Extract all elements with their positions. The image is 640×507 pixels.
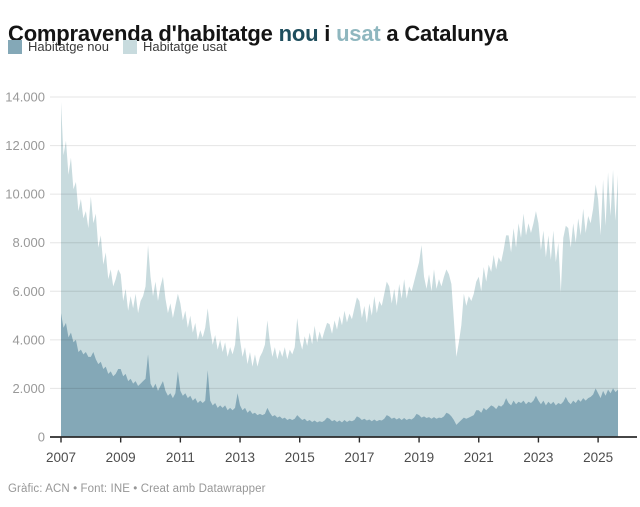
title-part: i [318,20,337,46]
x-axis-label: 2025 [583,450,613,465]
legend-label-nou: Habitatge nou [28,39,109,54]
legend: Habitatge nou Habitatge usat [8,39,227,54]
y-axis-label: 14.000 [5,90,45,105]
y-axis-label: 4.000 [12,332,45,347]
x-axis-label: 2007 [46,450,76,465]
x-axis-label: 2021 [464,450,494,465]
x-axis-label: 2019 [404,450,434,465]
y-axis-label: 10.000 [5,187,45,202]
legend-swatch-nou-icon [8,39,22,54]
y-axis-label: 2.000 [12,381,45,396]
legend-item-usat: Habitatge usat [122,39,227,54]
y-axis-label: 8.000 [12,235,45,250]
x-axis-label: 2017 [344,450,374,465]
legend-label-usat: Habitatge usat [142,39,227,54]
x-axis-label: 2015 [285,450,315,465]
title-part-nou: nou [278,20,319,46]
y-axis-label: 6.000 [12,284,45,299]
legend-swatch-usat-icon [122,39,137,54]
x-axis-label: 2009 [106,450,136,465]
x-axis-label: 2011 [166,450,195,465]
area-habitatge-usat [61,101,618,438]
legend-item-nou: Habitatge nou [8,39,109,54]
title-part: a Catalunya [380,20,508,46]
x-axis-label: 2023 [523,450,553,465]
y-axis-label: 0 [38,430,45,445]
x-axis-label: 2013 [225,450,255,465]
page-title: Compravenda d'habitatge nou i usat a Cat… [8,20,628,48]
title-part: Compravenda d'habitatge [8,20,279,46]
area-chart-svg: 0 2.000 4.000 6.000 8.000 10.000 12.000 14.000 2… [5,90,637,465]
area-habitatge-nou [61,313,618,437]
title-part-usat: usat [336,20,381,46]
chart-footer-credits: Gràfic: ACN • Font: INE • Creat amb Data… [8,483,266,495]
y-axis-label: 12.000 [5,138,45,153]
